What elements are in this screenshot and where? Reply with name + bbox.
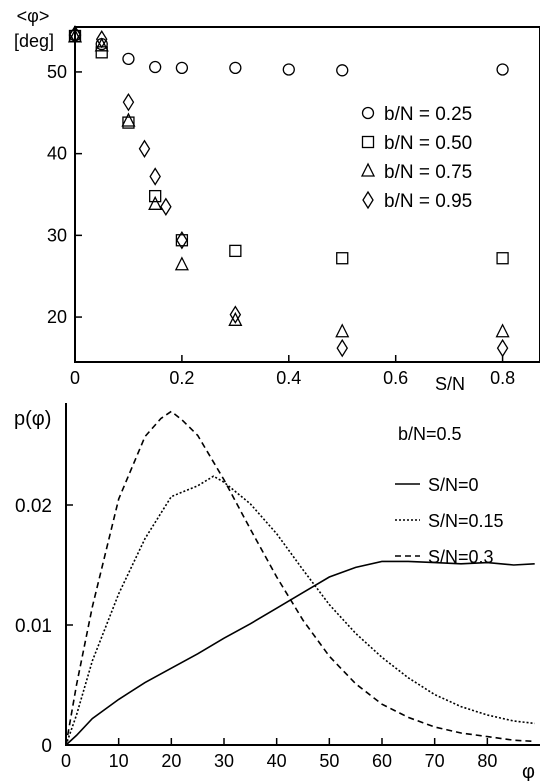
legend-marker-diamond bbox=[362, 190, 374, 210]
data-point-triangle bbox=[228, 311, 243, 326]
top-x-tick-label: 0.8 bbox=[490, 368, 515, 388]
data-point-square bbox=[336, 252, 349, 265]
data-point-square bbox=[122, 116, 135, 129]
data-point-diamond bbox=[122, 92, 135, 112]
data-point-circle bbox=[336, 64, 349, 77]
top-y-label-line1: <φ> bbox=[17, 6, 50, 26]
data-point-triangle bbox=[94, 37, 109, 52]
top-y-tick-label: 50 bbox=[47, 62, 67, 82]
legend-marker-circle bbox=[361, 106, 375, 120]
data-point-square bbox=[149, 189, 162, 203]
data-point-diamond bbox=[95, 30, 108, 49]
top-axis-ticks: 0 0.2 0.4 0.6 0.8 20 30 40 50 bbox=[47, 62, 515, 388]
bottom-axis-ticks: 0 10 20 30 40 50 60 70 80 0 0.01 0.02 bbox=[15, 496, 497, 771]
bottom-y-label: p(φ) bbox=[14, 408, 51, 430]
data-point-diamond bbox=[176, 231, 188, 250]
bottom-legend-title: b/N=0.5 bbox=[398, 424, 462, 444]
series-line-solid bbox=[65, 560, 535, 746]
series-line-dashed bbox=[65, 410, 535, 746]
bottom-series-lines bbox=[65, 410, 535, 746]
top-plot-frame bbox=[74, 26, 540, 363]
data-point-triangle bbox=[174, 256, 189, 271]
legend-label: b/N = 0.50 bbox=[384, 133, 472, 154]
data-point-circle bbox=[229, 61, 242, 75]
top-y-tick-label: 40 bbox=[47, 144, 67, 164]
data-point-triangle bbox=[335, 323, 350, 338]
top-x-tick-label: 0.2 bbox=[169, 368, 194, 388]
data-point-circle bbox=[282, 63, 295, 76]
data-point-diamond bbox=[229, 305, 242, 324]
bottom-x-tick-label: 30 bbox=[214, 751, 234, 771]
legend-label: b/N = 0.75 bbox=[384, 162, 472, 183]
bottom-x-tick-label: 50 bbox=[319, 751, 339, 771]
data-point-triangle bbox=[121, 112, 136, 127]
top-x-label: S/N bbox=[435, 374, 465, 394]
bottom-x-tick-label: 10 bbox=[109, 751, 129, 771]
legend-label: S/N=0.3 bbox=[428, 547, 494, 567]
legend-marker-triangle bbox=[360, 162, 376, 177]
legend-label: b/N = 0.95 bbox=[384, 191, 472, 212]
legend-label: S/N=0.15 bbox=[428, 511, 504, 531]
top-x-tick-label: 0 bbox=[70, 368, 80, 388]
bottom-y-tick-label: 0 bbox=[41, 736, 52, 757]
bottom-x-tick-label: 70 bbox=[425, 751, 445, 771]
legend-marker-square bbox=[361, 135, 375, 149]
legend-label: S/N=0 bbox=[428, 475, 479, 495]
data-point-diamond bbox=[336, 338, 349, 358]
bottom-x-tick-label: 40 bbox=[267, 751, 287, 771]
data-point-circle bbox=[175, 61, 189, 75]
data-point-diamond bbox=[149, 167, 161, 186]
bottom-legend: S/N=0 S/N=0.15 S/N=0.3 bbox=[395, 475, 504, 567]
top-x-tick-label: 0.4 bbox=[276, 368, 301, 388]
series-line-dotted bbox=[65, 475, 535, 746]
bottom-x-tick-label: 60 bbox=[372, 751, 392, 771]
top-x-tick-label: 0.6 bbox=[383, 368, 408, 388]
bottom-x-tick-label: 20 bbox=[161, 751, 181, 771]
top-y-tick-label: 30 bbox=[47, 225, 67, 245]
legend-label: b/N = 0.25 bbox=[384, 104, 472, 125]
data-point-diamond bbox=[138, 139, 151, 158]
bottom-y-tick-label: 0.02 bbox=[15, 496, 52, 517]
data-point-triangle bbox=[495, 323, 510, 338]
top-data-markers bbox=[67, 25, 510, 358]
bottom-x-tick-label: 80 bbox=[477, 751, 497, 771]
data-point-triangle bbox=[148, 195, 163, 210]
top-legend: b/N = 0.25 b/N = 0.50 b/N = 0.75 b/N = 0.95 bbox=[360, 104, 472, 212]
bottom-x-tick-label: 0 bbox=[61, 751, 71, 771]
top-y-label-line2: [deg] bbox=[14, 31, 54, 51]
data-point-square bbox=[496, 252, 509, 265]
data-point-circle bbox=[149, 60, 162, 74]
data-point-diamond bbox=[160, 197, 172, 216]
bottom-panel: p(φ) φ 0 10 20 30 40 50 60 70 80 0 0.01 0.02 b/N=0.… bbox=[14, 403, 540, 781]
data-point-square bbox=[229, 244, 242, 258]
data-point-diamond bbox=[69, 25, 81, 44]
top-panel: <φ> [deg] S/N 0 0.2 0.4 0.6 0.8 20 30 40 50 b/N … bbox=[14, 6, 540, 394]
bottom-y-tick-label: 0.01 bbox=[15, 616, 52, 637]
data-point-diamond bbox=[496, 338, 509, 358]
data-point-circle bbox=[122, 52, 135, 66]
data-point-square bbox=[175, 234, 189, 247]
data-point-circle bbox=[496, 63, 509, 76]
top-y-tick-label: 20 bbox=[47, 307, 67, 327]
bottom-x-label: φ bbox=[522, 761, 535, 781]
